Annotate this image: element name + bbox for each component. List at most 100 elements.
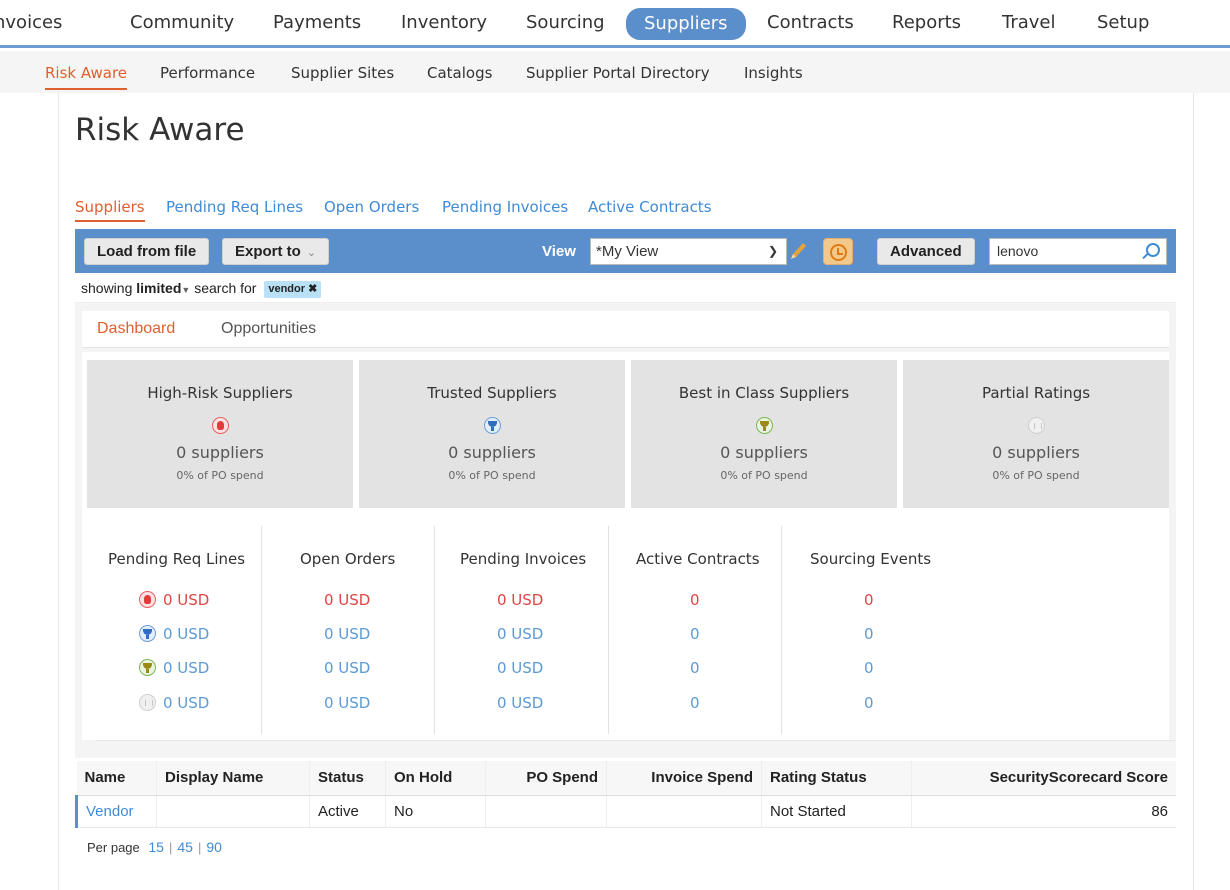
per-page-option-90[interactable]: 90 [206, 839, 222, 855]
sub-nav-supplier-sites[interactable]: Supplier Sites [291, 64, 395, 82]
metric-value[interactable]: 0 [864, 591, 874, 609]
column-header-on-hold[interactable]: On Hold [385, 761, 486, 796]
metric-value[interactable]: 0 [864, 625, 874, 643]
dashboard-tab-dashboard[interactable]: Dashboard [97, 320, 176, 337]
top-nav: nvoices Community Payments Inventory Sou… [0, 0, 1230, 48]
top-nav-inventory[interactable]: Inventory [401, 12, 487, 33]
risk-hand-icon [139, 591, 156, 608]
top-nav-reports[interactable]: Reports [892, 12, 962, 33]
card-spend: 0% of PO spend [992, 469, 1080, 482]
trophy-gold-icon [756, 417, 773, 434]
table-cell-rating-status: Not Started [761, 795, 912, 828]
metric-value[interactable]: 0 [864, 659, 874, 677]
trophy-gold-icon [139, 659, 156, 676]
card-count: 0 suppliers [992, 443, 1080, 462]
metric-value[interactable]: 0 [690, 625, 700, 643]
pencil-icon[interactable] [788, 240, 808, 262]
column-header-securityscorecard-score[interactable]: SecurityScorecard Score [911, 761, 1176, 796]
metric-value[interactable]: 0 USD [497, 694, 544, 712]
table-cell-status: Active [309, 795, 386, 828]
sub-nav-catalogs[interactable]: Catalogs [427, 64, 493, 82]
top-nav-sourcing[interactable]: Sourcing [526, 12, 605, 33]
metric-value[interactable]: 0 USD [324, 694, 371, 712]
filter-mode-dropdown[interactable]: limited [136, 280, 182, 296]
card-title: Best in Class Suppliers [678, 384, 850, 402]
column-header-po-spend[interactable]: PO Spend [485, 761, 607, 796]
card-count: 0 suppliers [176, 443, 264, 462]
view-select[interactable]: *My View ❯ [590, 238, 787, 265]
tab-open-orders[interactable]: Open Orders [324, 198, 420, 216]
toolbar: Load from file Export to ⌄ View *My View ❯… [75, 229, 1176, 273]
metric-value[interactable]: 0 [690, 694, 700, 712]
trophy-blue-icon [139, 625, 156, 642]
card-title: Trusted Suppliers [427, 384, 557, 402]
supplier-name-link[interactable]: Vendor [75, 795, 157, 828]
metric-header-pending-req-lines: Pending Req Lines [108, 550, 246, 568]
card-partial-ratings[interactable]: Partial Ratings 0 suppliers 0% of PO spe… [903, 360, 1169, 508]
table-cell-display-name [156, 795, 310, 828]
card-high-risk-suppliers[interactable]: High-Risk Suppliers 0 suppliers 0% of PO… [87, 360, 353, 508]
filter-search-for: search for [194, 280, 257, 296]
separator: | [197, 840, 202, 855]
search-icon[interactable] [1146, 243, 1160, 257]
trophy-blue-icon [484, 417, 501, 434]
tab-pending-invoices[interactable]: Pending Invoices [442, 198, 569, 216]
column-header-display-name[interactable]: Display Name [156, 761, 310, 796]
card-spend: 0% of PO spend [176, 469, 264, 482]
metric-value[interactable]: 0 USD [163, 591, 210, 609]
load-from-file-button[interactable]: Load from file [84, 238, 210, 265]
tab-suppliers[interactable]: Suppliers [75, 198, 145, 222]
metric-value[interactable]: 0 USD [497, 625, 544, 643]
top-nav-payments[interactable]: Payments [273, 12, 362, 33]
close-icon[interactable]: ✖ [308, 283, 318, 295]
top-nav-community[interactable]: Community [130, 12, 235, 33]
column-header-invoice-spend[interactable]: Invoice Spend [606, 761, 762, 796]
filter-row: showing limited▼ search for vendor ✖ [75, 277, 1176, 303]
bar-chart-icon [1028, 417, 1045, 434]
metric-value[interactable]: 0 USD [497, 591, 544, 609]
metric-value[interactable]: 0 USD [163, 694, 210, 712]
card-best-in-class-suppliers[interactable]: Best in Class Suppliers 0 suppliers 0% o… [631, 360, 897, 508]
metric-value[interactable]: 0 USD [324, 625, 371, 643]
top-nav-invoices[interactable]: nvoices [0, 12, 63, 33]
top-nav-contracts[interactable]: Contracts [767, 12, 854, 33]
metric-value[interactable]: 0 USD [163, 659, 210, 677]
sub-nav-performance[interactable]: Performance [160, 64, 256, 82]
metric-value[interactable]: 0 USD [497, 659, 544, 677]
caret-down-icon[interactable]: ▼ [181, 285, 191, 295]
history-button[interactable] [823, 238, 853, 265]
filter-pill[interactable]: vendor ✖ [264, 281, 322, 298]
divider [608, 526, 609, 734]
top-nav-setup[interactable]: Setup [1097, 12, 1150, 33]
table-cell-invoice-spend [606, 795, 762, 828]
metric-value[interactable]: 0 USD [163, 625, 210, 643]
metric-value[interactable]: 0 [690, 659, 700, 677]
filter-pill-label: vendor [268, 283, 306, 295]
card-trusted-suppliers[interactable]: Trusted Suppliers 0 suppliers 0% of PO s… [359, 360, 625, 508]
metric-header-open-orders: Open Orders [300, 550, 396, 568]
column-header-name[interactable]: Name [76, 761, 157, 796]
metric-header-sourcing-events: Sourcing Events [810, 550, 932, 568]
sub-nav-insights[interactable]: Insights [744, 64, 803, 82]
top-nav-travel[interactable]: Travel [1002, 12, 1056, 33]
sub-nav-risk-aware[interactable]: Risk Aware [45, 64, 128, 90]
metric-value[interactable]: 0 [864, 694, 874, 712]
tab-active-contracts[interactable]: Active Contracts [588, 198, 712, 216]
metric-header-pending-invoices: Pending Invoices [460, 550, 587, 568]
view-label: View [542, 243, 576, 260]
tab-pending-req-lines[interactable]: Pending Req Lines [166, 198, 304, 216]
metric-value[interactable]: 0 USD [324, 591, 371, 609]
column-header-status[interactable]: Status [309, 761, 386, 796]
per-page-option-15[interactable]: 15 [148, 839, 164, 855]
export-to-button[interactable]: Export to ⌄ [222, 238, 330, 265]
dashboard-tab-opportunities[interactable]: Opportunities [221, 320, 317, 337]
metric-value[interactable]: 0 USD [324, 659, 371, 677]
top-nav-suppliers[interactable]: Suppliers [626, 8, 746, 40]
column-header-rating-status[interactable]: Rating Status [761, 761, 912, 796]
chevron-down-icon: ❯ [767, 244, 778, 258]
advanced-button[interactable]: Advanced [877, 238, 975, 265]
search-input[interactable]: lenovo [989, 238, 1167, 265]
sub-nav-supplier-portal-directory[interactable]: Supplier Portal Directory [526, 64, 710, 82]
per-page-option-45[interactable]: 45 [177, 839, 193, 855]
metric-value[interactable]: 0 [690, 591, 700, 609]
